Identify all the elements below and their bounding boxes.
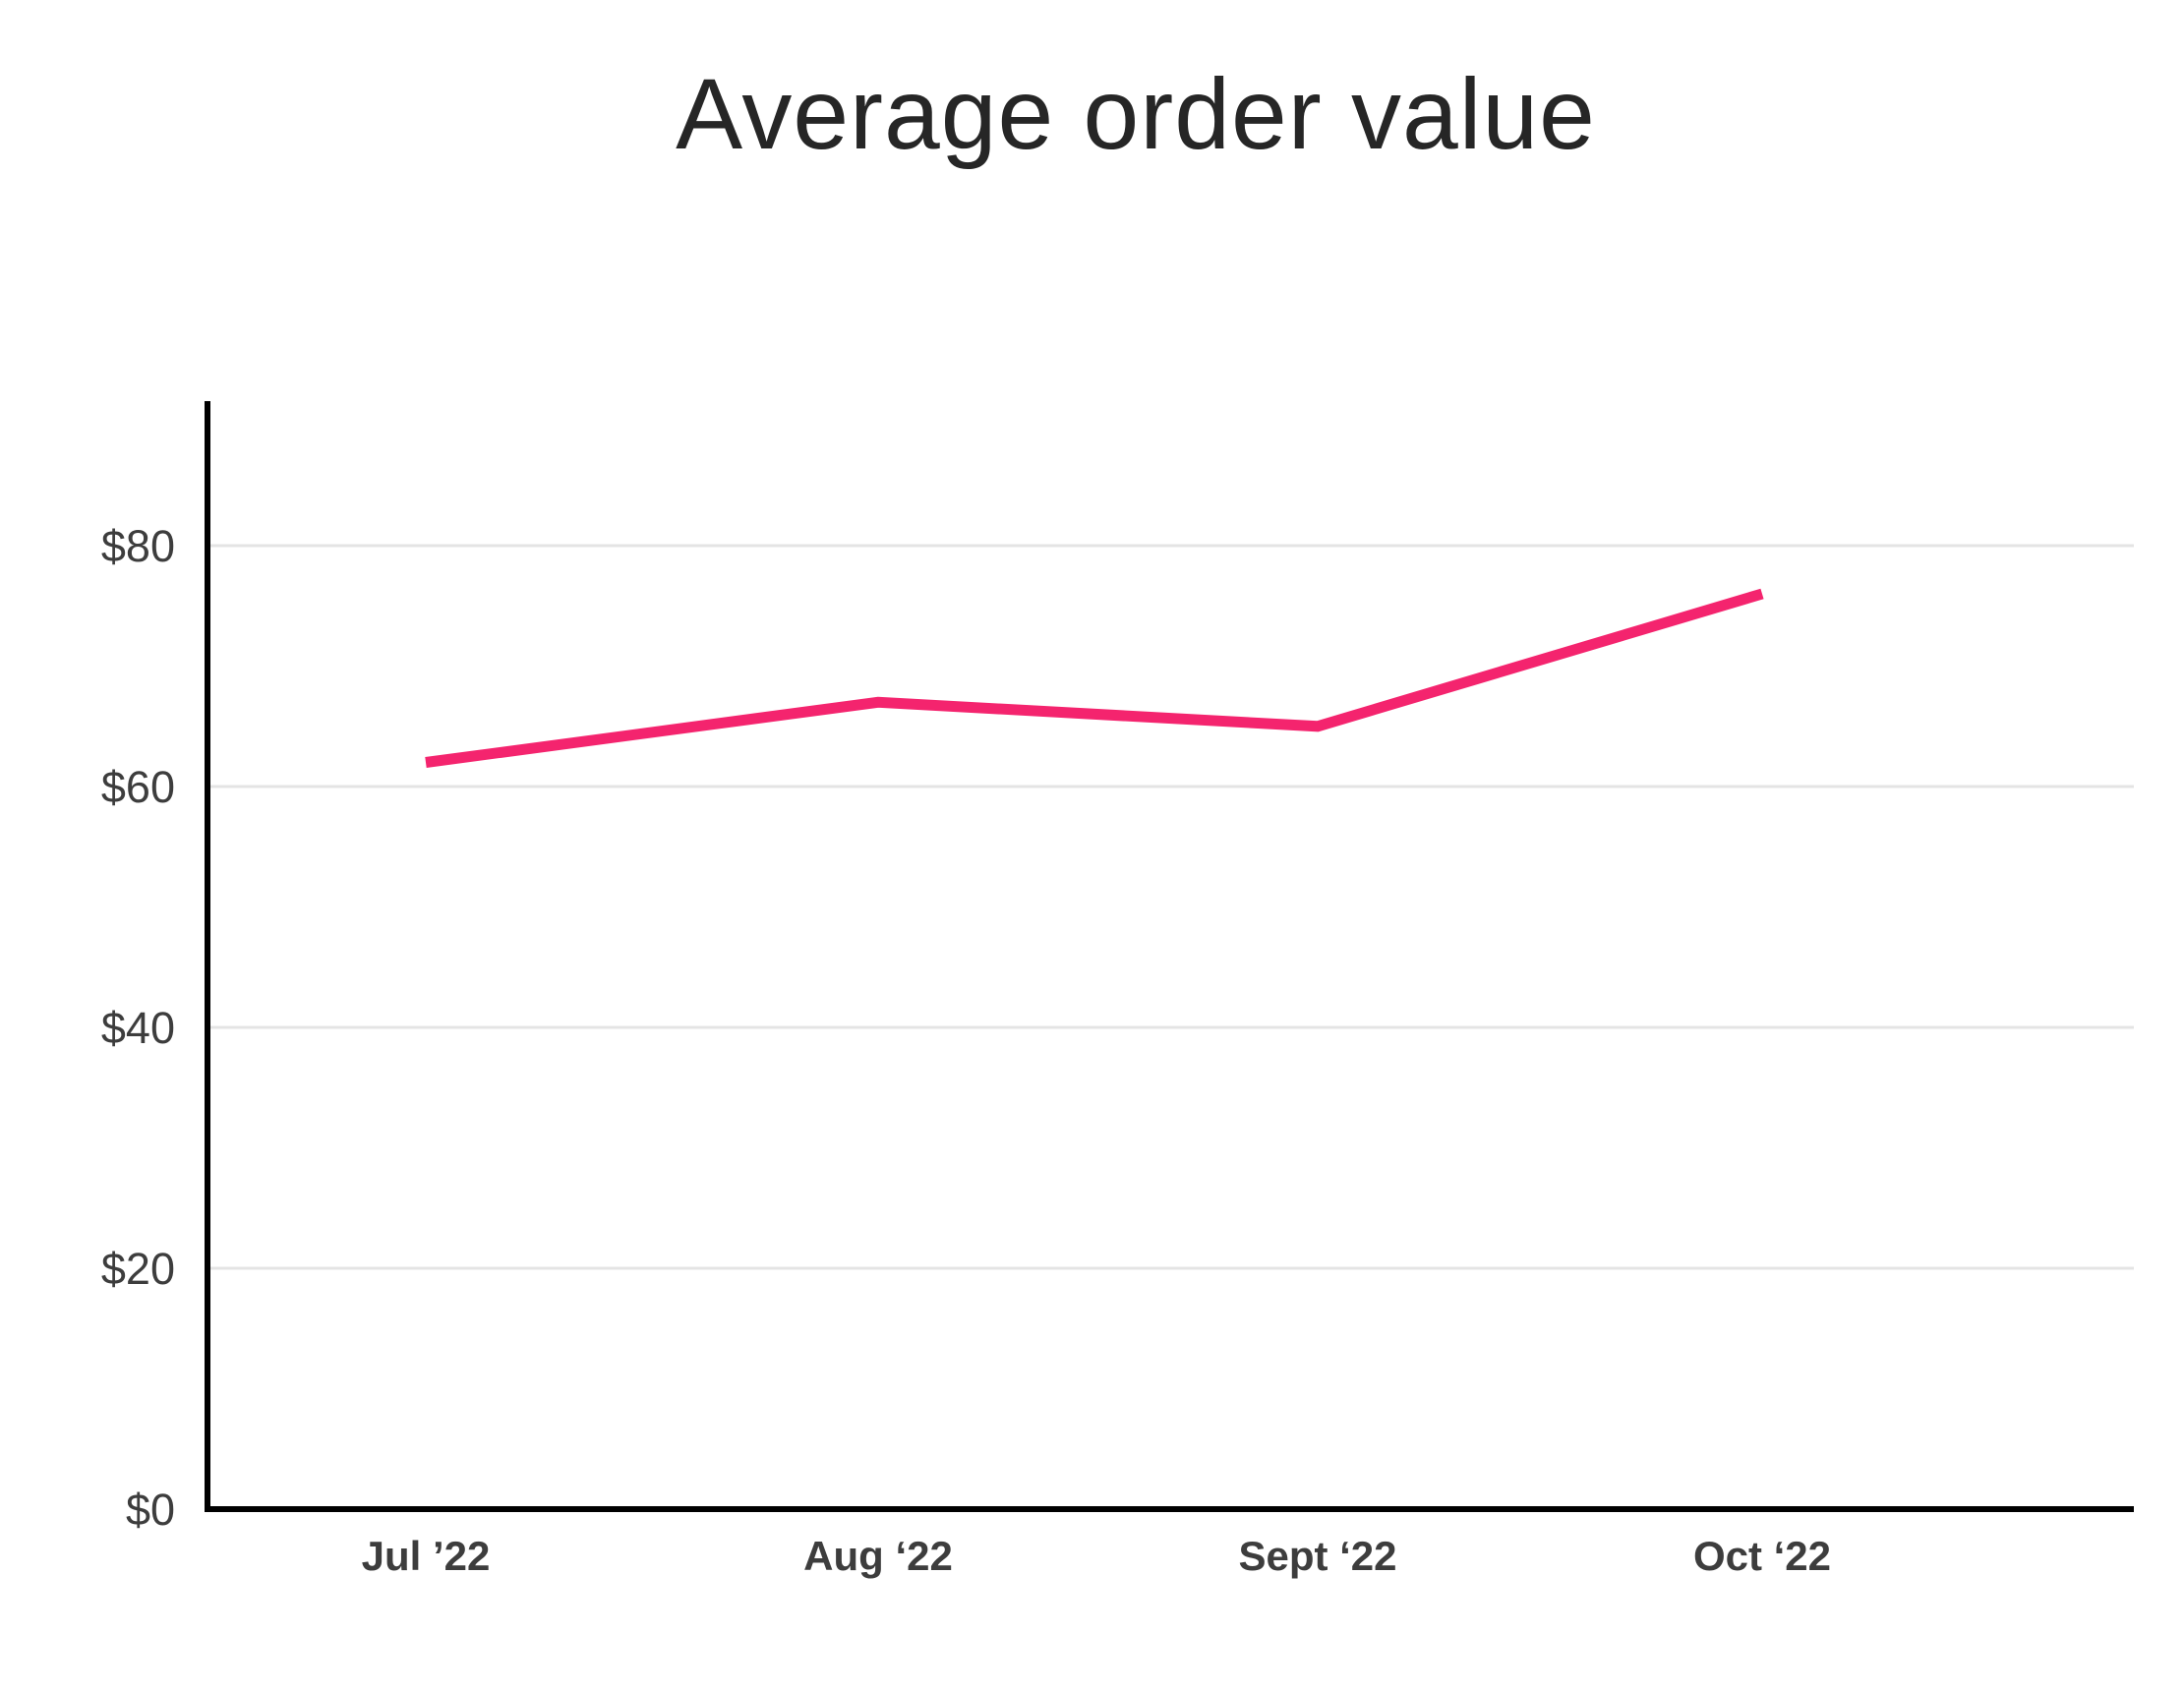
series-line [425,588,1764,768]
y-tick-label: $40 [101,1003,175,1053]
x-tick-label: Oct ‘22 [1693,1533,1831,1579]
y-tick-label: $0 [126,1485,175,1535]
chart-title: Average order value [676,58,1596,170]
x-tick-label: Sept ‘22 [1238,1533,1396,1579]
x-axis-ticks: Jul ’22 Aug ‘22 Sept ‘22 Oct ‘22 [362,1533,1831,1579]
y-tick-label: $60 [101,762,175,812]
series-layer [425,588,1764,768]
y-tick-label: $80 [101,521,175,571]
y-tick-label: $20 [101,1244,175,1294]
axes [205,401,2134,1512]
x-tick-label: Aug ‘22 [803,1533,953,1579]
y-axis-ticks: $0 $20 $40 $60 $80 [101,521,175,1535]
gridlines [207,544,2134,1270]
x-tick-label: Jul ’22 [362,1533,491,1579]
